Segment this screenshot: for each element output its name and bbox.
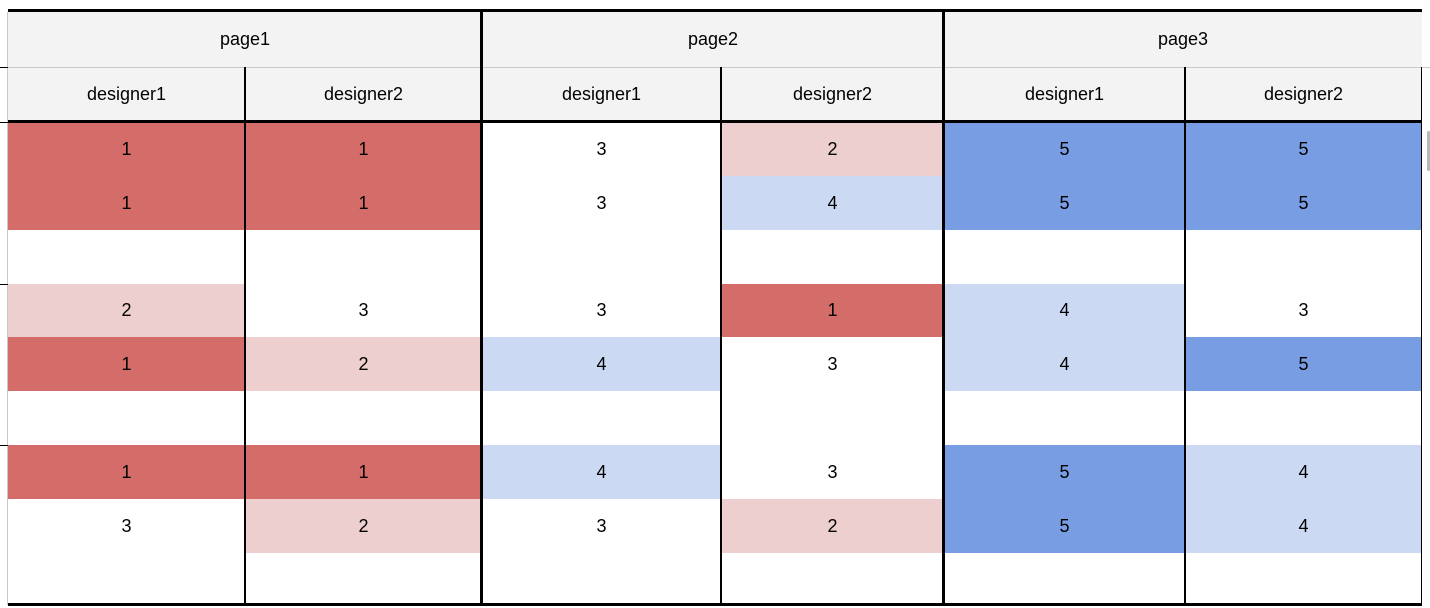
score-cell[interactable]: 4 xyxy=(721,176,944,230)
row-tick xyxy=(0,67,8,68)
score-cell[interactable] xyxy=(8,391,245,445)
score-cell[interactable]: 3 xyxy=(482,122,721,176)
designer-header-3-designer2[interactable]: designer2 xyxy=(1185,67,1422,122)
score-cell[interactable] xyxy=(482,230,721,284)
score-cell[interactable]: 1 xyxy=(8,445,245,499)
row-tick xyxy=(0,284,8,285)
score-cell[interactable]: 5 xyxy=(1185,337,1422,391)
score-cell[interactable]: 3 xyxy=(482,176,721,230)
score-cell[interactable]: 1 xyxy=(8,122,245,176)
score-cell[interactable]: 4 xyxy=(1185,499,1422,553)
score-cell[interactable]: 3 xyxy=(8,499,245,553)
score-cell[interactable]: 3 xyxy=(1185,284,1422,337)
score-cell[interactable] xyxy=(482,553,721,605)
score-cell[interactable]: 3 xyxy=(721,445,944,499)
score-cell[interactable] xyxy=(1185,553,1422,605)
row-tick xyxy=(0,122,8,123)
page-header-page3[interactable]: page3 xyxy=(944,12,1422,67)
score-cell[interactable]: 3 xyxy=(721,337,944,391)
page-separator xyxy=(942,9,945,606)
score-cell[interactable]: 1 xyxy=(245,122,482,176)
score-cell[interactable]: 2 xyxy=(8,284,245,337)
score-cell[interactable] xyxy=(944,391,1185,445)
score-cell[interactable]: 1 xyxy=(245,176,482,230)
page-header-divider xyxy=(0,67,1430,68)
score-cell[interactable]: 5 xyxy=(1185,176,1422,230)
score-cell[interactable]: 3 xyxy=(482,499,721,553)
page-separator xyxy=(480,9,483,606)
bottom-border xyxy=(8,603,1422,606)
top-border xyxy=(8,9,1422,12)
score-cell[interactable] xyxy=(482,391,721,445)
score-cell[interactable] xyxy=(721,230,944,284)
score-cell[interactable] xyxy=(245,553,482,605)
score-cell[interactable] xyxy=(1185,230,1422,284)
score-cell[interactable]: 4 xyxy=(482,445,721,499)
score-cell[interactable]: 4 xyxy=(944,284,1185,337)
score-cell[interactable]: 1 xyxy=(245,445,482,499)
designer-separator xyxy=(720,67,722,606)
score-cell[interactable] xyxy=(721,391,944,445)
score-cell[interactable] xyxy=(944,230,1185,284)
score-cell[interactable] xyxy=(8,553,245,605)
score-cell[interactable] xyxy=(1185,391,1422,445)
score-cell[interactable] xyxy=(245,391,482,445)
score-cell[interactable]: 4 xyxy=(944,337,1185,391)
page-header-page2[interactable]: page2 xyxy=(482,12,944,67)
score-cell[interactable] xyxy=(721,553,944,605)
score-cell[interactable] xyxy=(944,553,1185,605)
designer-header-1-designer2[interactable]: designer2 xyxy=(245,67,482,122)
designer-header-2-designer2[interactable]: designer2 xyxy=(721,67,944,122)
scrollbar-handle[interactable] xyxy=(1427,131,1430,171)
sheet-left-edge xyxy=(7,12,8,605)
score-cell[interactable]: 5 xyxy=(1185,122,1422,176)
score-cell[interactable]: 2 xyxy=(245,337,482,391)
score-cell[interactable] xyxy=(245,230,482,284)
row-tick xyxy=(0,445,8,446)
score-cell[interactable]: 2 xyxy=(721,499,944,553)
score-cell[interactable] xyxy=(8,230,245,284)
score-cell[interactable]: 5 xyxy=(944,445,1185,499)
score-cell[interactable]: 3 xyxy=(245,284,482,337)
right-edge xyxy=(1421,67,1422,606)
score-cell[interactable]: 1 xyxy=(721,284,944,337)
score-cell[interactable]: 1 xyxy=(8,337,245,391)
score-cell[interactable]: 4 xyxy=(482,337,721,391)
score-cell[interactable]: 5 xyxy=(944,122,1185,176)
score-cell[interactable]: 3 xyxy=(482,284,721,337)
designer-separator xyxy=(1184,67,1186,606)
designer-header-3-designer1[interactable]: designer1 xyxy=(944,67,1185,122)
score-cell[interactable]: 5 xyxy=(944,499,1185,553)
score-cell[interactable]: 2 xyxy=(721,122,944,176)
score-cell[interactable]: 5 xyxy=(944,176,1185,230)
header-bottom-border xyxy=(8,120,1422,123)
score-cell[interactable]: 2 xyxy=(245,499,482,553)
page-header-page1[interactable]: page1 xyxy=(8,12,482,67)
designer-header-1-designer1[interactable]: designer1 xyxy=(8,67,245,122)
score-cell[interactable]: 1 xyxy=(8,176,245,230)
score-cell[interactable]: 4 xyxy=(1185,445,1422,499)
designer-separator xyxy=(244,67,246,606)
designer-header-2-designer1[interactable]: designer1 xyxy=(482,67,721,122)
